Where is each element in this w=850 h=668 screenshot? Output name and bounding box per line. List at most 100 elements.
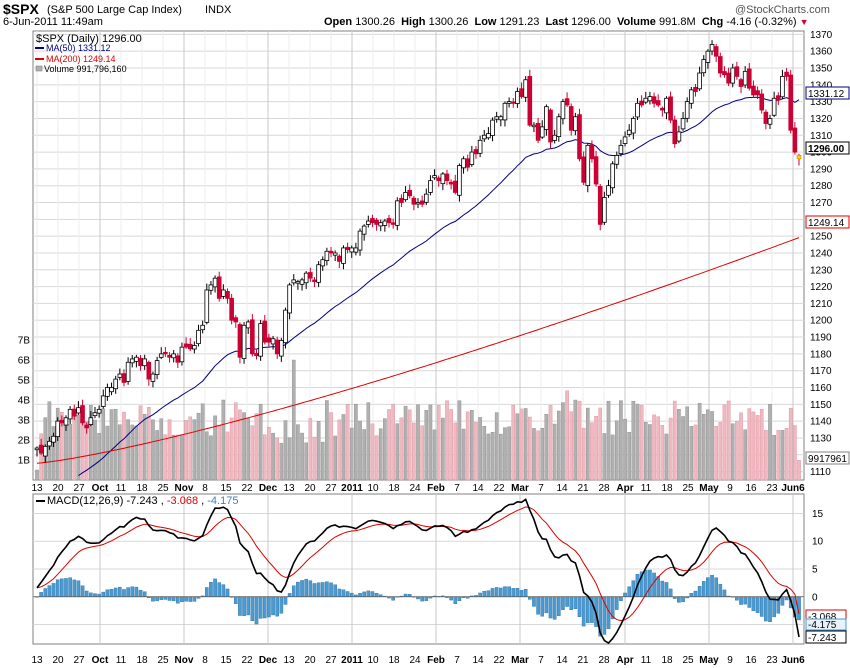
ma200-line [36, 237, 800, 464]
macd-histogram-bar [523, 589, 528, 597]
macd-histogram-bar [449, 596, 453, 601]
volume-bar [55, 407, 60, 481]
candle-body [125, 361, 131, 382]
open-label: Open [324, 16, 353, 28]
candle-body [316, 264, 321, 283]
candle-body [473, 149, 479, 155]
candle-body [597, 186, 603, 225]
price-tick-label: 1350 [810, 63, 833, 74]
candle-body [564, 98, 570, 106]
high-value: 1300.26 [428, 16, 469, 28]
macd-histogram-bar [374, 593, 379, 597]
macd-tick-label: 5 [812, 565, 818, 576]
macd-histogram-bar [780, 596, 785, 606]
volume-bar [643, 421, 648, 481]
volume-bar [242, 412, 246, 481]
date-tick-label-bottom: 13 [31, 655, 43, 666]
volume-bar [751, 411, 756, 481]
date-tick-label-bottom: 13 [283, 655, 295, 666]
candle-body [655, 100, 661, 106]
macd-histogram-bar [55, 579, 60, 597]
price-tick-label: 1170 [810, 366, 832, 377]
volume-bar [465, 411, 470, 481]
candle-body [258, 323, 263, 357]
date-tick-label-bottom: 28 [598, 655, 610, 666]
candle-body [515, 91, 520, 104]
volume-bar [627, 432, 632, 481]
volume-bar [499, 433, 503, 481]
macd-histogram-bar [337, 588, 342, 597]
volume-bar [503, 427, 507, 481]
macd-histogram-bar [171, 596, 176, 602]
date-tick-label-bottom: 7 [454, 655, 460, 666]
macd-histogram-bar [619, 596, 623, 601]
macd-histogram-bar [349, 592, 354, 597]
candle-body [134, 356, 139, 362]
macd-histogram-bar [581, 596, 586, 627]
candle-body [361, 225, 367, 235]
volume-bar [221, 399, 226, 481]
price-tick-label: 1290 [810, 164, 833, 175]
volume-bar [354, 403, 358, 481]
volume-bar [569, 411, 574, 481]
candle-body [738, 79, 744, 87]
candle-body [432, 175, 437, 179]
volume-bar [598, 407, 603, 481]
candle-body [341, 247, 346, 264]
date-tick-label-bottom: Dec [259, 655, 278, 666]
volume-bar [171, 434, 176, 481]
candle-body [221, 289, 226, 297]
date-tick-label-bottom: 16 [745, 655, 757, 666]
candle-body [113, 378, 118, 390]
macd-histogram-bar [68, 577, 72, 597]
candle-body [80, 405, 85, 424]
date-tick-label: 18 [136, 483, 148, 494]
value-badges: 1331.12 1296.00 1249.14 9917961 -3.068 -… [805, 86, 850, 644]
candle-body [639, 100, 644, 106]
volume-bar [142, 413, 147, 481]
macd-hist-badge-text: -4.175 [808, 620, 837, 631]
volume-bar [337, 419, 342, 481]
volume-bar [258, 403, 263, 481]
volume-bar [718, 422, 723, 481]
candle-body [552, 134, 557, 141]
candle-body [192, 345, 197, 350]
volume-bar [540, 428, 545, 481]
volume-bar [561, 402, 565, 481]
macd-histogram-bar [697, 586, 702, 597]
candle-body [535, 123, 541, 141]
date-tick-label-bottom: 27 [325, 655, 337, 666]
down-arrow-icon: ▼ [799, 17, 809, 27]
macd-histogram-bar [420, 596, 424, 602]
candle-body [697, 72, 702, 90]
macd-histogram-bar [511, 588, 516, 597]
candle-body [448, 181, 454, 185]
volume-bar [486, 433, 491, 481]
candle-body [254, 353, 259, 356]
volume-bar [300, 432, 304, 481]
volume-bar [743, 429, 747, 481]
candle-body [651, 96, 657, 104]
price-tick-label: 1360 [810, 47, 833, 58]
macd-signal-line [36, 506, 800, 622]
macd-histogram-bar [341, 589, 346, 597]
date-tick-label-bottom: Mar [511, 655, 529, 666]
date-tick-label: Dec [259, 483, 278, 494]
high-label: High [401, 16, 426, 28]
candle-body [643, 97, 649, 103]
candle-body [204, 289, 210, 323]
macd-histogram-bar [271, 596, 275, 616]
date-tick-label-bottom: 22 [241, 655, 253, 666]
candle-body [399, 197, 404, 203]
volume-bar [118, 424, 122, 481]
date-tick-label: 2011 [341, 483, 363, 494]
ma200-badge-text: 1249.14 [808, 218, 845, 229]
date-tick-label-bottom: 18 [136, 655, 148, 666]
volume-label: Volume [617, 16, 656, 28]
macd-histogram-bar [262, 596, 267, 619]
candle-body [92, 412, 98, 417]
macd-histogram-bar [664, 582, 669, 597]
date-tick-label: 25 [157, 483, 169, 494]
macd-histogram-bar [291, 585, 296, 597]
date-tick-label-bottom: 25 [157, 655, 169, 666]
